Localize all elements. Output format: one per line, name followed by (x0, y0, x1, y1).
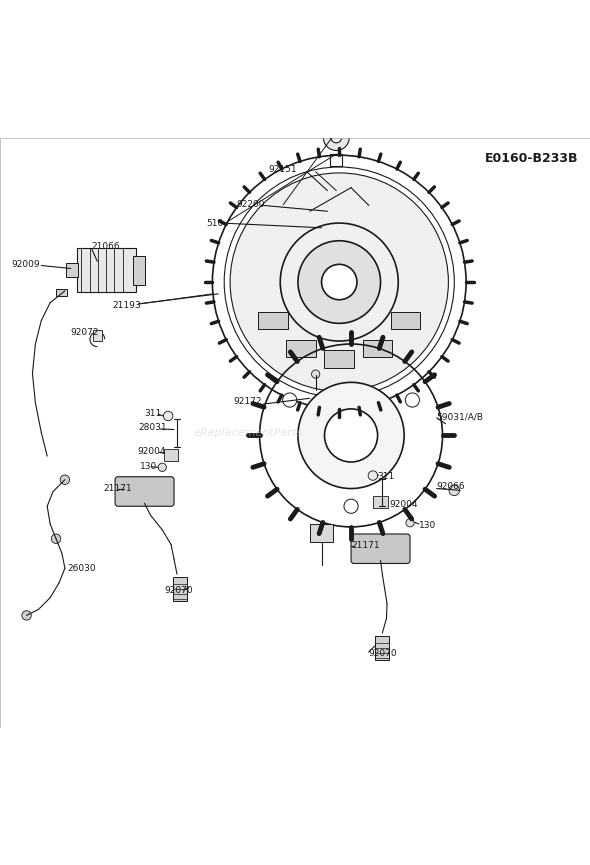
Text: 510: 510 (206, 219, 224, 227)
FancyBboxPatch shape (173, 577, 187, 600)
FancyBboxPatch shape (286, 340, 316, 357)
Text: 92066: 92066 (437, 483, 466, 491)
FancyBboxPatch shape (66, 263, 78, 278)
FancyBboxPatch shape (310, 524, 333, 541)
Text: 92070: 92070 (369, 650, 398, 658)
Text: 92004: 92004 (389, 500, 418, 509)
Circle shape (405, 393, 419, 407)
Text: 21193: 21193 (112, 301, 141, 311)
Circle shape (312, 370, 320, 378)
Text: 92070: 92070 (164, 586, 193, 595)
Text: 92009: 92009 (12, 260, 41, 269)
FancyBboxPatch shape (351, 534, 410, 563)
FancyBboxPatch shape (56, 289, 67, 296)
Text: eReplacementParts: eReplacementParts (194, 427, 302, 438)
Text: 92151: 92151 (268, 165, 297, 175)
FancyBboxPatch shape (77, 248, 136, 292)
Circle shape (298, 382, 404, 489)
Text: 21171: 21171 (351, 541, 380, 550)
FancyBboxPatch shape (164, 449, 178, 461)
Text: 21066: 21066 (91, 242, 120, 251)
Circle shape (322, 265, 357, 300)
Circle shape (323, 125, 349, 151)
Text: 311: 311 (378, 472, 395, 481)
Circle shape (283, 393, 297, 407)
FancyBboxPatch shape (258, 311, 287, 330)
Circle shape (230, 173, 448, 391)
Text: 92004: 92004 (137, 447, 165, 457)
Circle shape (344, 499, 358, 513)
Text: 21171: 21171 (103, 484, 132, 493)
FancyBboxPatch shape (330, 90, 342, 111)
Text: 130: 130 (140, 462, 157, 471)
Circle shape (368, 471, 378, 480)
FancyBboxPatch shape (133, 255, 145, 285)
FancyBboxPatch shape (373, 497, 388, 508)
Circle shape (158, 463, 166, 471)
Text: 26030: 26030 (68, 564, 97, 573)
Text: 92200: 92200 (236, 200, 264, 208)
Circle shape (163, 411, 173, 420)
Text: 92072: 92072 (71, 328, 99, 336)
Circle shape (331, 132, 342, 143)
Circle shape (324, 409, 378, 462)
FancyBboxPatch shape (324, 350, 354, 368)
Circle shape (22, 611, 31, 620)
Circle shape (51, 534, 61, 543)
Text: E0160-B233B: E0160-B233B (485, 152, 578, 165)
Circle shape (406, 519, 414, 527)
FancyBboxPatch shape (363, 340, 392, 357)
Text: 311: 311 (145, 408, 162, 418)
Text: 59031/A/B: 59031/A/B (437, 412, 484, 421)
Text: 130: 130 (419, 521, 436, 529)
Circle shape (298, 240, 381, 324)
FancyBboxPatch shape (115, 477, 174, 506)
Text: 28031: 28031 (139, 423, 168, 432)
FancyBboxPatch shape (391, 311, 421, 330)
FancyBboxPatch shape (93, 330, 102, 341)
Circle shape (449, 485, 460, 496)
FancyBboxPatch shape (375, 636, 389, 660)
Circle shape (60, 475, 70, 484)
Text: 92172: 92172 (233, 397, 261, 407)
